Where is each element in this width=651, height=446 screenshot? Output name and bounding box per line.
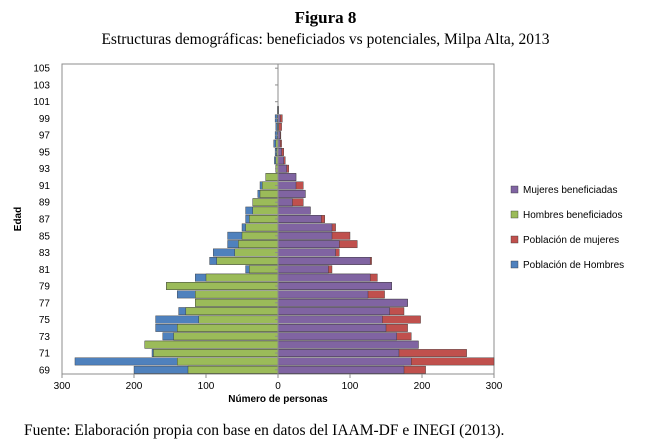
- y-tick-label-83: 83: [39, 248, 51, 259]
- legend-label-poblacion-de-mujeres: Población de mujeres: [523, 235, 619, 246]
- bar-hombres-beneficiados-age-86: [245, 223, 279, 232]
- bar-hombres-beneficiados-age-88: [252, 206, 279, 215]
- bar-mujeres-beneficiadas-age-71: [277, 349, 400, 357]
- y-tick-label-101: 101: [33, 97, 50, 108]
- bar-hombres-beneficiados-age-82: [216, 257, 279, 265]
- y-tick-label-99: 99: [39, 114, 51, 125]
- legend-swatch-hombres-beneficiados: [510, 210, 519, 219]
- bar-hombres-beneficiados-age-78: [194, 290, 279, 299]
- bar-hombres-beneficiados-age-75: [198, 315, 279, 324]
- bar-hombres-beneficiados-age-77: [194, 298, 279, 307]
- bar-mujeres-beneficiadas-age-72: [277, 340, 419, 349]
- bar-hombres-beneficiados-age-87: [248, 215, 279, 223]
- bar-hombres-beneficiados-age-69: [187, 365, 279, 374]
- figure-subtitle: Estructuras demográficas: beneficiados v…: [101, 31, 550, 48]
- figure-source-note: Fuente: Elaboración propia con base en d…: [24, 422, 505, 439]
- bar-hombres-beneficiados-age-80: [205, 273, 279, 282]
- y-tick-label-71: 71: [39, 349, 51, 360]
- y-axis-title: Edad: [13, 207, 24, 231]
- legend-label-hombres-beneficiados: Hombres beneficiados: [523, 210, 623, 221]
- x-tick-label-0: 300: [54, 381, 71, 392]
- bar-mujeres-beneficiadas-age-93: [277, 164, 287, 173]
- legend: Mujeres beneficiadas Hombres beneficiados…: [510, 185, 624, 271]
- y-tick-label-69: 69: [39, 365, 51, 376]
- bar-mujeres-beneficiadas-age-83: [277, 248, 336, 257]
- x-tick-label-1: 200: [126, 381, 143, 392]
- legend-label-mujeres-beneficiadas: Mujeres beneficiadas: [523, 185, 618, 196]
- bar-mujeres-beneficiadas-age-80: [277, 273, 371, 282]
- x-tick-label-4: 100: [342, 381, 359, 392]
- bar-mujeres-beneficiadas-age-77: [277, 298, 408, 307]
- bar-hombres-beneficiados-age-70: [176, 357, 279, 366]
- y-tick-label-73: 73: [39, 332, 51, 343]
- bar-hombres-beneficiados-age-81: [248, 265, 279, 274]
- bar-mujeres-beneficiadas-age-69: [277, 365, 405, 374]
- y-tick-label-87: 87: [39, 215, 51, 226]
- bar-mujeres-beneficiadas-age-76: [277, 307, 390, 316]
- legend-label-poblacion-de-hombres: Población de Hombres: [523, 260, 624, 271]
- bar-mujeres-beneficiadas-age-89: [277, 198, 293, 207]
- bar-mujeres-beneficiadas-age-85: [277, 231, 333, 240]
- legend-swatch-poblacion-de-hombres: [510, 260, 519, 269]
- y-tick-label-97: 97: [39, 131, 51, 142]
- x-tick-label-2: 100: [198, 381, 215, 392]
- bar-mujeres-beneficiadas-age-75: [277, 315, 383, 324]
- bar-mujeres-beneficiadas-age-84: [277, 240, 340, 249]
- bar-mujeres-beneficiadas-age-74: [277, 324, 387, 332]
- legend-swatch-poblacion-de-mujeres: [510, 235, 519, 244]
- x-axis-title: Número de personas: [228, 394, 328, 405]
- y-tick-label-81: 81: [39, 265, 51, 276]
- bar-mujeres-beneficiadas-age-95: [277, 148, 282, 156]
- bar-hombres-beneficiados-age-71: [153, 349, 279, 357]
- y-tick-label-77: 77: [39, 298, 51, 309]
- y-tick-label-85: 85: [39, 231, 51, 242]
- bar-mujeres-beneficiadas-age-81: [277, 265, 329, 274]
- bar-hombres-beneficiados-age-76: [185, 307, 279, 316]
- bar-mujeres-beneficiadas-age-88: [277, 206, 311, 215]
- bar-mujeres-beneficiadas-age-92: [277, 173, 297, 181]
- bar-mujeres-beneficiadas-age-82: [277, 257, 371, 265]
- bar-hombres-beneficiados-age-79: [166, 282, 279, 290]
- bar-hombres-beneficiados-age-83: [234, 248, 279, 257]
- figure-title: Figura 8: [294, 8, 357, 27]
- bar-mujeres-beneficiadas-age-91: [277, 181, 297, 190]
- bar-mujeres-beneficiadas-age-87: [277, 215, 322, 223]
- axes-group: 69 71 73 75 77 79 81 83 85 87 89 91 93 95 97 99 101 103 10…: [33, 64, 502, 392]
- bar-mujeres-beneficiadas-age-86: [277, 223, 333, 232]
- bar-mujeres-beneficiadas-age-94: [277, 156, 284, 165]
- bar-hombres-beneficiados-age-72: [144, 340, 279, 349]
- y-tick-label-75: 75: [39, 315, 51, 326]
- bars-group: [74, 106, 495, 374]
- y-tick-label-89: 89: [39, 198, 51, 209]
- bar-hombres-beneficiados-age-73: [173, 332, 279, 341]
- bar-hombres-beneficiados-age-85: [241, 231, 279, 240]
- y-tick-label-91: 91: [39, 181, 51, 192]
- y-tick-label-79: 79: [39, 282, 51, 293]
- y-tick-label-95: 95: [39, 147, 51, 158]
- bar-mujeres-beneficiadas-age-90: [277, 189, 306, 198]
- bar-hombres-beneficiados-age-90: [259, 189, 279, 198]
- x-tick-label-5: 200: [414, 381, 431, 392]
- x-tick-label-6: 300: [486, 381, 503, 392]
- bar-mujeres-beneficiadas-age-78: [277, 290, 369, 299]
- bar-hombres-beneficiados-age-89: [252, 198, 279, 207]
- bar-hombres-beneficiados-age-92: [265, 173, 279, 181]
- y-tick-label-93: 93: [39, 164, 51, 175]
- bar-hombres-beneficiados-age-84: [238, 240, 279, 249]
- bar-mujeres-beneficiadas-age-79: [277, 282, 392, 290]
- y-tick-label-103: 103: [33, 80, 50, 91]
- bar-mujeres-beneficiadas-age-73: [277, 332, 398, 341]
- y-tick-label-105: 105: [33, 64, 50, 75]
- legend-swatch-mujeres-beneficiadas: [510, 185, 519, 194]
- x-tick-label-3: 0: [275, 381, 281, 392]
- bar-hombres-beneficiados-age-74: [176, 324, 279, 332]
- bar-mujeres-beneficiadas-age-70: [277, 357, 412, 366]
